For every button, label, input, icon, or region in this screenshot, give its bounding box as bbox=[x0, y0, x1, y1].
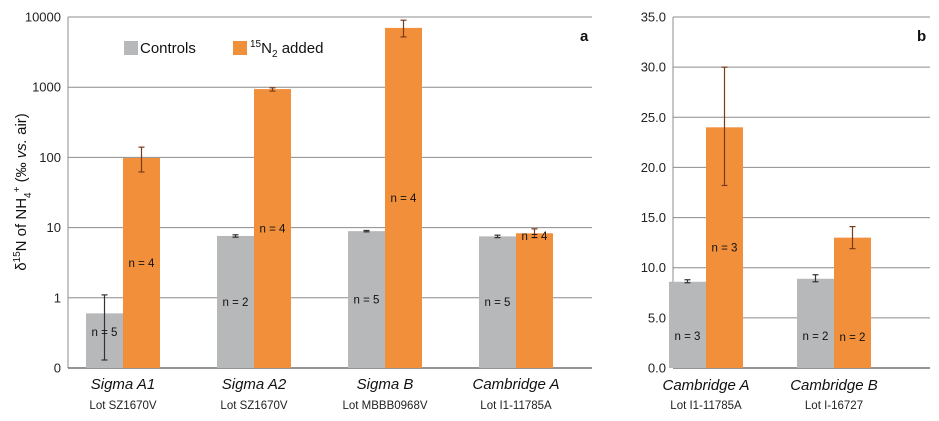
n-label: n = 2 bbox=[840, 332, 866, 344]
y-tick-label: 0.0 bbox=[648, 361, 666, 376]
y-tick-label: 100 bbox=[39, 150, 61, 165]
n-label: n = 4 bbox=[522, 231, 549, 243]
n-label: n = 3 bbox=[712, 243, 738, 255]
n-label: n = 5 bbox=[485, 297, 511, 309]
legend-label-controls: Controls bbox=[140, 40, 196, 57]
panel-a-chart: 0 1 10 100 1000 10000 n = 5 n = 4 Sigma A1 Lot SZ… bbox=[25, 10, 592, 412]
y-tick-label: 0 bbox=[54, 361, 61, 376]
n-label: n = 2 bbox=[223, 297, 249, 309]
bar-controls bbox=[797, 278, 834, 368]
y-tick-label: 1 bbox=[54, 290, 61, 305]
panel-label-b: b bbox=[917, 28, 926, 45]
y-tick-label: 25.0 bbox=[641, 110, 666, 125]
category-label: Cambridge A bbox=[663, 377, 750, 394]
y-tick-label: 20.0 bbox=[641, 160, 666, 175]
legend: Controls 15N2 added bbox=[124, 39, 323, 60]
bar-controls bbox=[479, 236, 516, 368]
n-label: n = 2 bbox=[803, 331, 829, 343]
y-tick-label: 5.0 bbox=[648, 310, 666, 325]
bar-controls bbox=[348, 231, 385, 368]
category-label: Sigma A2 bbox=[222, 376, 287, 393]
panel-label-a: a bbox=[580, 28, 589, 45]
n-label: n = 4 bbox=[260, 224, 287, 236]
n-label: n = 5 bbox=[354, 295, 380, 307]
y-tick-label: 35.0 bbox=[641, 10, 666, 25]
category-label: Sigma B bbox=[357, 376, 414, 393]
lot-label: Lot MBBB0968V bbox=[342, 400, 427, 412]
n-label: n = 3 bbox=[675, 331, 701, 343]
legend-label-added: 15N2 added bbox=[250, 39, 323, 60]
n-label: n = 4 bbox=[129, 258, 156, 270]
bar-added bbox=[834, 237, 871, 368]
legend-swatch-added bbox=[233, 41, 247, 55]
category-label: Sigma A1 bbox=[91, 376, 155, 393]
lot-label: Lot SZ1670V bbox=[89, 400, 156, 412]
y-axis-label: δ15N of NH4+ (‰ vs. air) bbox=[12, 113, 34, 271]
n-label: n = 4 bbox=[391, 193, 418, 205]
bar-added bbox=[385, 27, 422, 369]
legend-swatch-controls bbox=[124, 41, 138, 55]
y-tick-label: 10000 bbox=[25, 10, 61, 25]
y-tick-label: 10 bbox=[47, 220, 61, 235]
y-tick-label: 10.0 bbox=[641, 260, 666, 275]
lot-label: Lot I1-11785A bbox=[670, 400, 742, 412]
y-tick-label: 15.0 bbox=[641, 210, 666, 225]
lot-label: Lot I1-11785A bbox=[480, 400, 552, 412]
bar-controls bbox=[217, 235, 254, 368]
bar-added bbox=[254, 89, 291, 368]
bar-controls bbox=[669, 281, 706, 368]
bar-added bbox=[516, 233, 553, 368]
category-label: Cambridge A bbox=[473, 376, 560, 393]
bar-added bbox=[123, 158, 160, 368]
category-label: Cambridge B bbox=[790, 377, 878, 394]
y-tick-label: 1000 bbox=[32, 80, 61, 95]
panel-b-chart: 0.0 5.0 10.0 15.0 20.0 25.0 30.0 35.0 n = 3 n = 3… bbox=[641, 10, 930, 412]
y-tick-label: 30.0 bbox=[641, 60, 666, 75]
lot-label: Lot I-16727 bbox=[805, 400, 863, 412]
n-label: n = 5 bbox=[92, 327, 118, 339]
lot-label: Lot SZ1670V bbox=[220, 400, 287, 412]
